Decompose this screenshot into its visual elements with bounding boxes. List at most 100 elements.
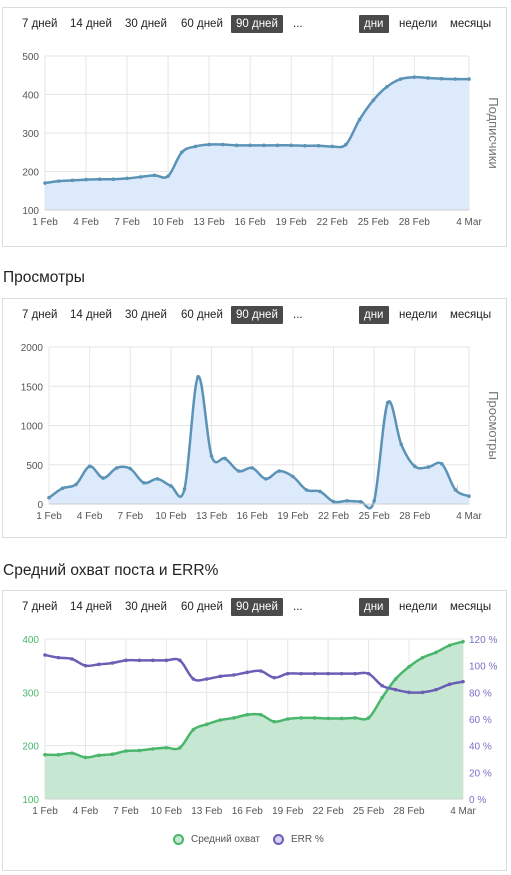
period-60-days[interactable]: 60 дней — [181, 601, 223, 613]
data-point — [357, 117, 362, 122]
data-point — [272, 675, 277, 680]
data-point — [420, 690, 425, 695]
period-14-days[interactable]: 14 дней — [70, 309, 112, 321]
x-tick-label: 19 Feb — [277, 511, 309, 522]
data-point — [331, 499, 336, 504]
x-tick-label: 22 Feb — [318, 511, 350, 522]
data-point — [371, 98, 376, 103]
data-point — [372, 499, 376, 503]
x-tick-label: 1 Feb — [36, 511, 62, 522]
period-90-days[interactable]: 90 дней — [231, 306, 283, 324]
data-point — [358, 499, 363, 504]
data-point — [316, 143, 321, 148]
data-point — [151, 658, 155, 663]
granularity-days[interactable]: дни — [359, 598, 389, 616]
period-60-days[interactable]: 60 дней — [181, 18, 223, 30]
granularity-months[interactable]: месяцы — [450, 601, 492, 613]
y-tick-label: 1000 — [21, 422, 44, 433]
x-tick-label: 13 Feb — [194, 217, 226, 228]
period-more[interactable]: ... — [293, 601, 303, 613]
data-point — [312, 716, 317, 720]
data-point — [393, 687, 398, 692]
x-tick-label: 7 Feb — [118, 511, 144, 522]
granularity-months[interactable]: месяцы — [450, 309, 492, 321]
data-point — [56, 655, 61, 660]
data-point — [393, 677, 398, 681]
granularity-days[interactable]: дни — [359, 306, 389, 324]
y-tick-label: 200 — [22, 168, 39, 179]
data-point — [231, 673, 236, 677]
granularity-weeks[interactable]: недели — [399, 601, 438, 613]
granularity-weeks[interactable]: недели — [399, 309, 438, 321]
period-14-days[interactable]: 14 дней — [70, 18, 112, 30]
data-point — [205, 722, 209, 727]
data-point — [56, 752, 61, 757]
legend-reach-label: Средний охват — [191, 834, 261, 845]
data-point — [385, 400, 390, 405]
data-point — [353, 716, 357, 720]
data-point — [97, 177, 102, 181]
y-right-tick-label: 20 % — [469, 768, 492, 779]
data-point — [250, 466, 255, 470]
data-point — [178, 746, 182, 750]
period-more[interactable]: ... — [293, 18, 303, 30]
period-toolbar: 7 дней 14 дней 30 дней 60 дней 90 дней .… — [3, 8, 506, 38]
period-90-days[interactable]: 90 дней — [231, 15, 283, 33]
data-point — [345, 499, 349, 503]
data-point — [453, 488, 458, 492]
data-point — [43, 752, 47, 757]
y-right-tick-label: 60 % — [469, 715, 492, 726]
x-tick-label: 4 Feb — [77, 511, 103, 522]
legend-item-reach[interactable]: Средний охват — [173, 834, 260, 845]
data-point — [248, 143, 252, 148]
x-tick-label: 28 Feb — [399, 217, 431, 228]
data-point — [70, 657, 74, 661]
views-panel: 7 дней 14 дней 30 дней 60 дней 90 дней .… — [2, 298, 507, 538]
data-point — [124, 658, 128, 663]
data-point — [209, 454, 214, 458]
data-point — [196, 375, 200, 379]
granularity-weeks[interactable]: недели — [399, 18, 438, 30]
period-7-days[interactable]: 7 дней — [22, 601, 58, 613]
data-point — [380, 695, 384, 700]
period-7-days[interactable]: 7 дней — [22, 309, 58, 321]
granularity-days[interactable]: дни — [359, 15, 389, 33]
x-tick-label: 4 Feb — [73, 217, 99, 228]
data-point — [399, 442, 404, 447]
period-60-days[interactable]: 60 дней — [181, 309, 223, 321]
legend-err-label: ERR % — [291, 834, 324, 845]
data-point — [326, 671, 330, 676]
data-point — [128, 466, 133, 471]
data-point — [447, 643, 452, 648]
reach-section-title: Средний охват поста и ERR% — [3, 562, 219, 579]
y-right-tick-label: 80 % — [469, 688, 492, 699]
x-tick-label: 19 Feb — [272, 806, 304, 817]
legend-item-err[interactable]: ERR % — [273, 834, 324, 845]
period-30-days[interactable]: 30 дней — [125, 18, 167, 30]
period-7-days[interactable]: 7 дней — [22, 18, 58, 30]
data-point — [191, 677, 196, 681]
subscribers-chart: 100 200 300 400 500 1 Feb 4 Feb 7 Feb 10 Feb 13 F… — [22, 52, 501, 228]
data-point — [344, 142, 348, 147]
period-14-days[interactable]: 14 дней — [70, 601, 112, 613]
data-point — [353, 671, 357, 676]
data-point — [207, 142, 211, 147]
y-tick-label: 0 — [37, 500, 43, 511]
data-point — [439, 76, 444, 81]
y-tick-label: 300 — [22, 688, 39, 699]
period-30-days[interactable]: 30 дней — [125, 309, 167, 321]
period-more[interactable]: ... — [293, 309, 303, 321]
granularity-months[interactable]: месяцы — [450, 18, 492, 30]
data-point — [137, 748, 142, 753]
data-point — [407, 690, 411, 695]
data-point — [124, 749, 128, 753]
period-30-days[interactable]: 30 дней — [125, 601, 167, 613]
data-point — [461, 639, 465, 644]
data-point — [43, 653, 47, 657]
period-90-days[interactable]: 90 дней — [231, 598, 283, 616]
data-point — [258, 669, 263, 673]
series-line — [48, 375, 470, 510]
data-point — [179, 150, 184, 155]
data-point — [318, 489, 322, 494]
series-area — [49, 376, 469, 509]
